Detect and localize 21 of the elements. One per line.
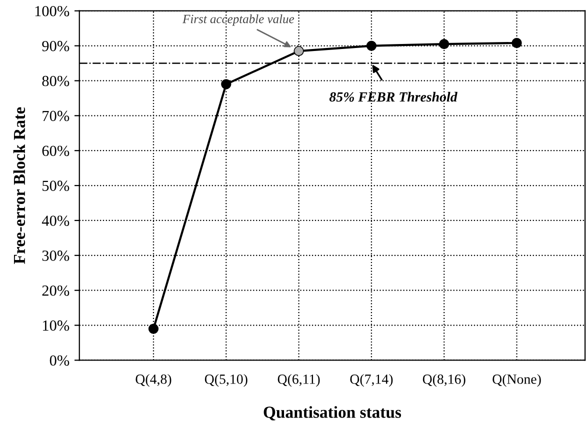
x-tick-label: Q(7,14) [350, 374, 393, 387]
y-tick-label: 50% [42, 180, 70, 192]
x-tick-label: Q(5,10) [204, 374, 248, 387]
annotation: 85% FEBR Threshold [329, 92, 458, 102]
y-tick-label: 10% [43, 320, 70, 331]
y-tick-label: 0% [50, 355, 70, 366]
annotation: First acceptable value [182, 14, 294, 26]
x-tick-label: Q(4,8) [136, 374, 172, 387]
y-tick-label: 20% [42, 285, 70, 296]
x-tick-label: Q(8,16) [422, 374, 466, 387]
y-tick-label: 100% [35, 6, 70, 16]
y-tick-label: 40% [42, 216, 70, 226]
x-tick-label: Q(None) [492, 374, 541, 387]
y-tick-label: 80% [42, 76, 70, 86]
y-tick-label: 70% [42, 110, 70, 122]
x-axis-title: Quantisation status [264, 406, 402, 420]
y-tick-label: 90% [42, 40, 70, 52]
x-tick-label: Q(6,11) [278, 374, 320, 387]
y-tick-label: 30% [42, 250, 70, 261]
y-tick-label: 60% [42, 146, 70, 156]
y-axis-title: Free-error Block Rate [13, 107, 26, 264]
